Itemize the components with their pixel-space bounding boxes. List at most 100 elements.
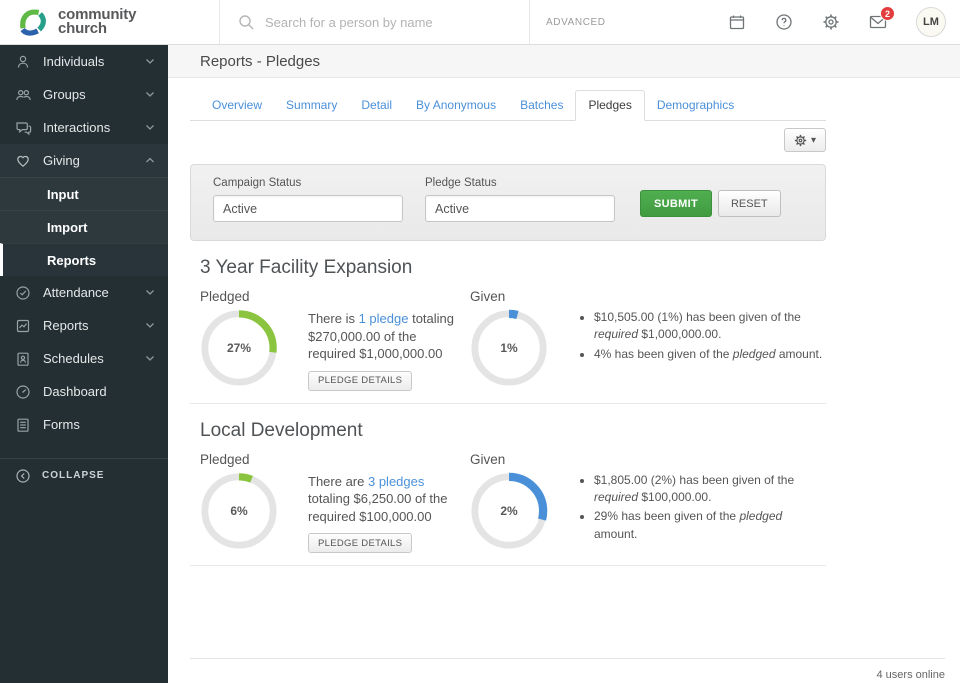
pledge-details-button[interactable]: PLEDGE DETAILS — [308, 533, 413, 554]
tab-pledges[interactable]: Pledges — [575, 90, 645, 121]
campaign-section: 3 Year Facility Expansion Pledged 27% Th… — [190, 257, 826, 391]
chevron-down-icon — [146, 356, 154, 361]
sidebar-subitem-reports[interactable]: Reports — [0, 243, 168, 276]
chevron-down-icon — [146, 92, 154, 97]
giving-submenu: Input Import Reports — [0, 177, 168, 276]
sidebar-item-label: Individuals — [43, 54, 105, 69]
pledge-status-field: Pledge Status — [425, 177, 615, 222]
sidebar-item-attendance[interactable]: Attendance — [0, 276, 168, 309]
given-bullet: 4% has been given of the pledged amount. — [594, 346, 826, 363]
advanced-search-link[interactable]: ADVANCED — [546, 16, 606, 28]
section-divider — [190, 565, 826, 567]
tab-by-anonymous[interactable]: By Anonymous — [416, 98, 497, 112]
given-donut-chart: 2% — [470, 472, 548, 550]
sidebar-item-schedules[interactable]: Schedules — [0, 342, 168, 375]
campaign-section: Local Development Pledged 6% There are 3… — [190, 420, 826, 554]
sidebar-item-forms[interactable]: Forms — [0, 408, 168, 441]
person-icon — [15, 54, 32, 70]
check-circle-icon — [15, 285, 32, 301]
donut-percent-label: 6% — [230, 503, 248, 518]
pledged-donut-chart: 6% — [200, 472, 278, 550]
tab-batches[interactable]: Batches — [520, 98, 564, 112]
sidebar-item-label: Dashboard — [43, 384, 107, 399]
settings-gear-icon[interactable] — [822, 13, 840, 31]
sidebar-item-label: Interactions — [43, 120, 111, 135]
collapse-label: COLLAPSE — [42, 470, 105, 481]
sidebar-subitem-import[interactable]: Import — [0, 210, 168, 243]
main-content: Reports - Pledges Overview Summary Detai… — [168, 45, 960, 683]
given-bullet: $10,505.00 (1%) has been given of the re… — [594, 309, 826, 344]
tab-detail[interactable]: Detail — [361, 98, 393, 112]
pledge-details-button[interactable]: PLEDGE DETAILS — [308, 370, 413, 391]
schedule-icon — [15, 351, 32, 367]
donut-percent-label: 27% — [226, 341, 252, 355]
report-options-button[interactable]: ▾ — [783, 128, 826, 152]
reset-button[interactable]: RESET — [717, 190, 781, 217]
tab-demographics[interactable]: Demographics — [656, 98, 735, 112]
sidebar-item-groups[interactable]: Groups — [0, 78, 168, 111]
pledge-summary: There is 1 pledge totaling $270,000.00 o… — [308, 289, 470, 391]
sidebar-item-label: Reports — [43, 318, 89, 333]
given-label: Given — [470, 451, 506, 467]
campaign-status-field: Campaign Status — [213, 177, 403, 222]
given-details: $1,805.00 (2%) has been given of the req… — [570, 452, 826, 554]
pledge-count-link[interactable]: 3 pledges — [367, 473, 425, 489]
pledge-count-link[interactable]: 1 pledge — [358, 311, 409, 326]
campaign-status-label: Campaign Status — [213, 177, 302, 189]
pledge-summary: There are 3 pledges totaling $6,250.00 o… — [308, 452, 470, 554]
search-input[interactable] — [265, 14, 505, 30]
sidebar-collapse-button[interactable]: COLLAPSE — [0, 458, 168, 492]
forms-icon — [15, 417, 32, 433]
people-icon — [15, 87, 32, 103]
chevron-down-icon — [146, 125, 154, 130]
sidebar-item-label: Groups — [43, 87, 86, 102]
sidebar-item-label: Attendance — [43, 285, 109, 300]
sidebar-item-dashboard[interactable]: Dashboard — [0, 375, 168, 408]
given-donut-chart: 1% — [470, 309, 548, 387]
sidebar-item-label: Schedules — [43, 351, 104, 366]
donut-percent-label: 2% — [500, 503, 518, 518]
campaign-status-input[interactable] — [213, 195, 403, 222]
sidebar-item-giving[interactable]: Giving — [0, 144, 168, 177]
app-logo[interactable]: community church — [0, 0, 220, 44]
user-avatar[interactable]: LM — [916, 7, 946, 37]
chat-icon — [15, 120, 32, 136]
page-title: Reports - Pledges — [200, 52, 321, 70]
chevron-down-icon — [146, 323, 154, 328]
collapse-arrow-icon — [15, 468, 31, 484]
report-tabs: Overview Summary Detail By Anonymous Bat… — [190, 90, 826, 121]
pledged-label: Pledged — [200, 289, 250, 304]
donut-percent-label: 1% — [500, 341, 518, 355]
top-header: community church ADVANCED — [0, 0, 960, 45]
sidebar-subitem-input[interactable]: Input — [0, 177, 168, 210]
sidebar-item-label: Forms — [43, 417, 80, 432]
tab-overview[interactable]: Overview — [212, 98, 263, 112]
pledged-donut-chart: 27% — [200, 309, 278, 387]
caret-down-icon: ▾ — [810, 134, 816, 146]
pledge-status-label: Pledge Status — [425, 177, 497, 189]
given-label: Given — [470, 289, 506, 304]
calendar-icon[interactable] — [728, 13, 746, 31]
pledge-status-input[interactable] — [425, 195, 615, 222]
users-online-status: 4 users online — [876, 669, 946, 682]
sidebar-item-reports[interactable]: Reports — [0, 309, 168, 342]
chevron-down-icon — [146, 290, 154, 295]
heart-icon — [15, 153, 32, 169]
sidebar-item-interactions[interactable]: Interactions — [0, 111, 168, 144]
campaign-name: 3 Year Facility Expansion — [200, 257, 413, 278]
messages-icon[interactable]: 2 — [869, 6, 895, 31]
chart-icon — [15, 318, 32, 334]
sidebar-item-individuals[interactable]: Individuals — [0, 45, 168, 78]
logo-text: community church — [58, 6, 137, 37]
section-divider — [190, 402, 826, 404]
submit-button[interactable]: SUBMIT — [640, 190, 712, 217]
sidebar-item-label: Giving — [43, 153, 80, 168]
tab-summary[interactable]: Summary — [286, 98, 338, 112]
dashboard-gauge-icon — [15, 384, 32, 400]
pledged-label: Pledged — [200, 451, 250, 467]
given-bullet: 29% has been given of the pledged amount… — [594, 508, 826, 543]
page-title-bar: Reports - Pledges — [168, 45, 960, 78]
help-icon[interactable] — [775, 13, 793, 31]
status-bar: 4 users online — [190, 658, 945, 681]
given-bullet: $1,805.00 (2%) has been given of the req… — [594, 472, 826, 507]
